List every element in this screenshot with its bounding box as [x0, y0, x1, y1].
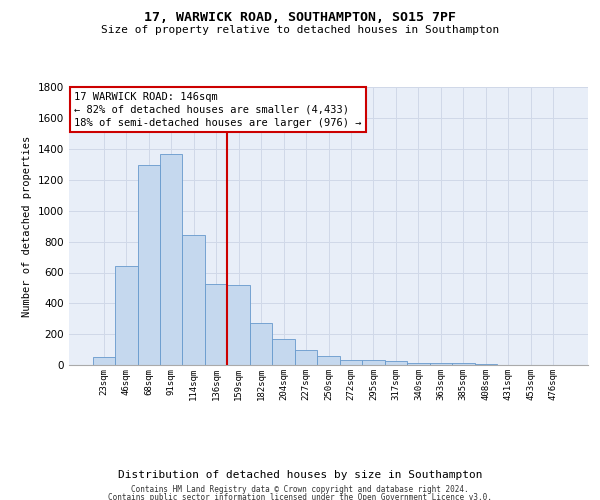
- Bar: [407, 362, 430, 365]
- Bar: [317, 356, 340, 365]
- Bar: [137, 164, 160, 365]
- Bar: [340, 360, 362, 365]
- Text: Contains HM Land Registry data © Crown copyright and database right 2024.: Contains HM Land Registry data © Crown c…: [131, 484, 469, 494]
- Bar: [385, 361, 407, 365]
- Bar: [227, 285, 250, 365]
- Bar: [452, 364, 475, 365]
- Bar: [430, 364, 452, 365]
- Bar: [295, 350, 317, 365]
- Bar: [475, 364, 497, 365]
- Bar: [362, 360, 385, 365]
- Bar: [205, 284, 227, 365]
- Text: Distribution of detached houses by size in Southampton: Distribution of detached houses by size …: [118, 470, 482, 480]
- Bar: [160, 154, 182, 365]
- Text: 17 WARWICK ROAD: 146sqm
← 82% of detached houses are smaller (4,433)
18% of semi: 17 WARWICK ROAD: 146sqm ← 82% of detache…: [74, 92, 362, 128]
- Text: Contains public sector information licensed under the Open Government Licence v3: Contains public sector information licen…: [108, 492, 492, 500]
- Text: Size of property relative to detached houses in Southampton: Size of property relative to detached ho…: [101, 25, 499, 35]
- Text: 17, WARWICK ROAD, SOUTHAMPTON, SO15 7PF: 17, WARWICK ROAD, SOUTHAMPTON, SO15 7PF: [144, 11, 456, 24]
- Bar: [272, 339, 295, 365]
- Bar: [250, 322, 272, 365]
- Bar: [182, 236, 205, 365]
- Bar: [115, 266, 137, 365]
- Y-axis label: Number of detached properties: Number of detached properties: [22, 136, 32, 317]
- Bar: [92, 358, 115, 365]
